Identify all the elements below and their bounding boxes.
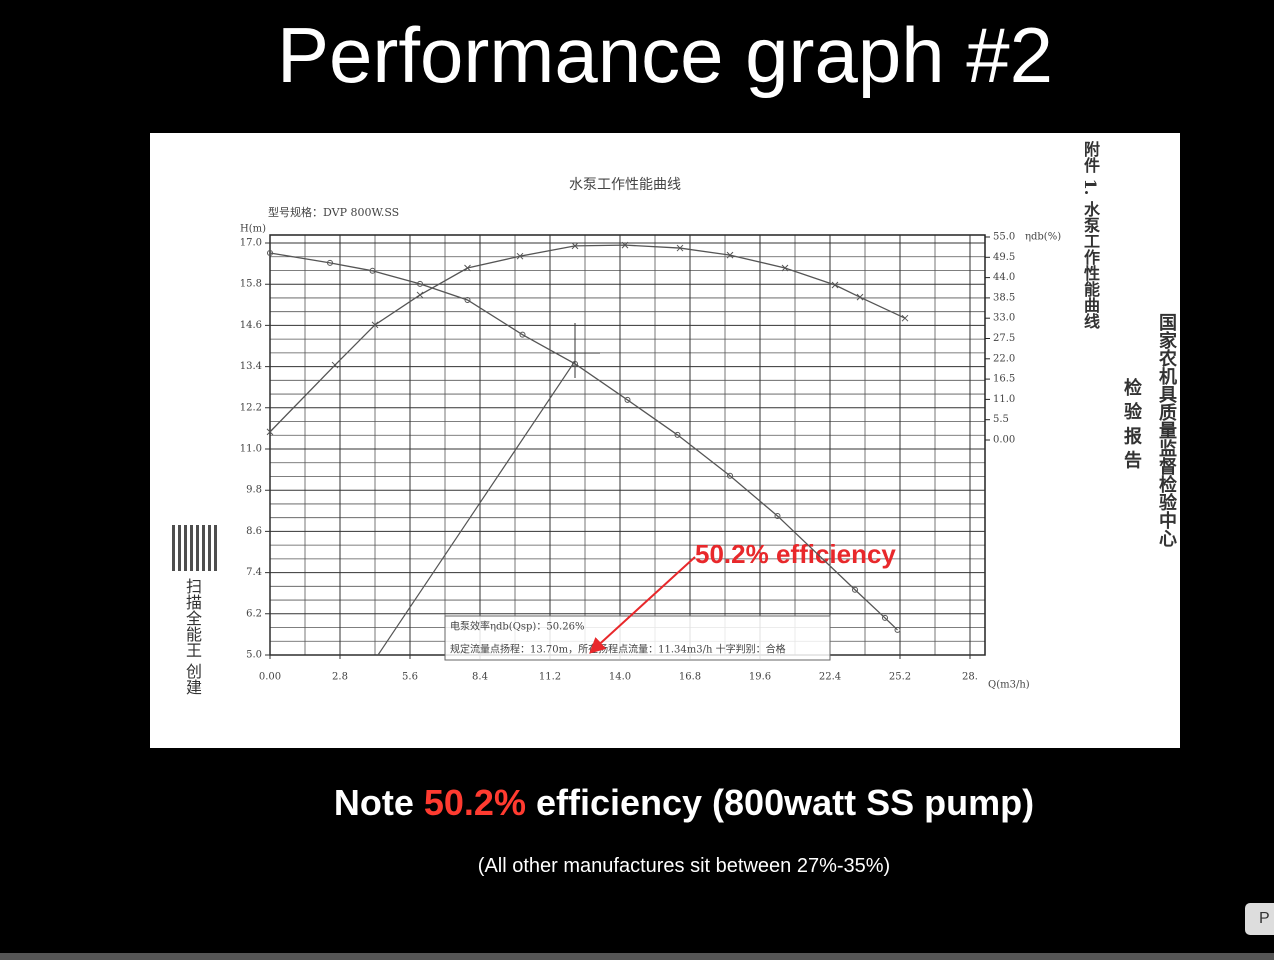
x-tick-label: 2.8 xyxy=(332,672,348,683)
y2-tick-label: 38.5 xyxy=(993,292,1015,303)
x-tick-label: 25.2 xyxy=(889,672,911,683)
point xyxy=(371,321,379,329)
point xyxy=(781,264,789,272)
y-tick-label: 13.4 xyxy=(240,361,262,372)
point xyxy=(856,293,864,301)
x-tick-label: 19.6 xyxy=(749,672,771,683)
attachment-label: 附件 1. 水泵工作性能曲线 xyxy=(1081,141,1100,329)
annotation: 规定流量点扬程：13.70m，所在扬程点流量：11.34m3/h 十字判别：合格 xyxy=(450,643,786,656)
annotation: 电泵效率ηdb(Qsp)：50.26% xyxy=(450,620,584,633)
x-axis-label: Q(m3/h) xyxy=(988,680,1030,691)
point xyxy=(727,472,733,479)
x-tick-label: 16.8 xyxy=(679,672,701,683)
y2-axis-label: ηdb(%) xyxy=(1025,232,1061,243)
point xyxy=(774,512,781,519)
note: Note 50.2% efficiency (800watt SS pump) xyxy=(0,782,1274,824)
y-tick-label: 8.6 xyxy=(246,526,262,537)
watermark: 扫描全能王 创建 xyxy=(183,578,202,696)
note-text: Note xyxy=(333,782,424,823)
y-tick-label: 12.2 xyxy=(240,402,262,413)
point xyxy=(572,360,578,367)
x-tick-label: 8.4 xyxy=(472,672,488,683)
x-tick-label: 11.2 xyxy=(539,672,561,683)
qr-code xyxy=(172,525,218,571)
y-tick-label: 17.0 xyxy=(240,238,262,249)
x-tick-label: 14.0 xyxy=(609,672,631,683)
point xyxy=(327,259,333,266)
bottom-strip xyxy=(0,953,1274,960)
slide-title: Performance graph #2 xyxy=(276,11,1054,99)
point xyxy=(464,264,471,272)
subnote: (All other manufactures sit between 27%-… xyxy=(477,855,891,877)
note-highlight: 50.2% xyxy=(423,782,526,823)
x-tick-label: 28. xyxy=(962,672,978,683)
point xyxy=(831,281,839,289)
point xyxy=(624,396,631,403)
point xyxy=(894,626,901,633)
point xyxy=(417,280,423,287)
report-label: 检 验 报 告 xyxy=(1121,378,1142,469)
point xyxy=(519,331,526,338)
y-tick-label: 11.0 xyxy=(240,444,262,455)
point xyxy=(266,428,274,436)
point xyxy=(621,241,629,249)
side-button[interactable]: P xyxy=(1245,903,1274,935)
chart-title: 水泵工作性能曲线 xyxy=(569,177,681,193)
y2-tick-label: 55.0 xyxy=(993,232,1015,243)
point xyxy=(674,431,681,438)
x-tick-label: 5.6 xyxy=(402,672,418,683)
result-box xyxy=(444,615,831,661)
y2-tick-label: 49.5 xyxy=(993,252,1015,263)
callout: 50.2% efficiency xyxy=(695,539,896,569)
agency: 国家农机具质量监督检验中心 xyxy=(1156,313,1177,547)
y2-tick-label: 0.00 xyxy=(993,435,1015,446)
system-line xyxy=(377,360,576,656)
y2-tick-label: 5.5 xyxy=(993,414,1009,425)
point xyxy=(726,251,734,259)
y2-tick-label: 44.0 xyxy=(993,272,1015,283)
y2-tick-label: 33.0 xyxy=(993,313,1015,324)
chart: 水泵工作性能曲线 型号规格：DVP 800W.SS H(m) ηdb(%) Q(… xyxy=(240,177,1061,691)
point xyxy=(571,242,579,250)
point xyxy=(416,291,424,299)
y-tick-label: 9.8 xyxy=(246,485,262,496)
y-axis-label: H(m) xyxy=(240,224,266,235)
y-tick-label: 15.8 xyxy=(240,279,262,290)
point xyxy=(267,249,273,256)
point xyxy=(464,296,471,303)
point xyxy=(882,614,888,621)
y2-tick-label: 27.5 xyxy=(993,333,1015,344)
y2-tick-label: 16.5 xyxy=(993,374,1015,385)
point xyxy=(676,244,684,252)
x-tick-label: 22.4 xyxy=(819,672,841,683)
y-tick-label: 14.6 xyxy=(240,320,262,331)
chart-subtitle: 型号规格：DVP 800W.SS xyxy=(268,205,399,219)
note-text: efficiency (800watt SS pump) xyxy=(525,782,1035,823)
point xyxy=(331,361,339,369)
callout-arrow xyxy=(589,556,696,654)
y2-tick-label: 22.0 xyxy=(993,353,1015,364)
x-tick-label: 0.00 xyxy=(259,672,281,683)
curve xyxy=(269,244,906,433)
point xyxy=(901,314,909,322)
y2-tick-label: 11.0 xyxy=(993,394,1015,405)
curve xyxy=(269,252,898,631)
scan-panel: 水泵工作性能曲线 型号规格：DVP 800W.SS H(m) ηdb(%) Q(… xyxy=(150,133,1180,748)
y-tick-label: 7.4 xyxy=(246,567,262,578)
point xyxy=(852,586,858,593)
y-tick-label: 6.2 xyxy=(246,608,262,619)
point xyxy=(516,252,524,260)
y-tick-label: 5.0 xyxy=(246,650,262,661)
point xyxy=(369,267,376,274)
